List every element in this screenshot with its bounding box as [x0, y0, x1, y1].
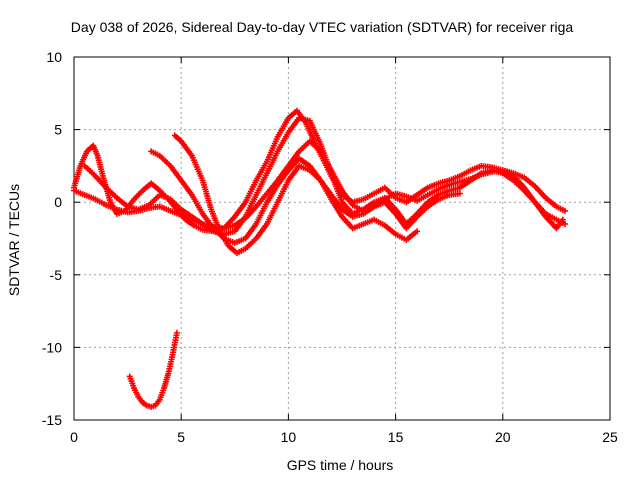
series-track-5 [71, 138, 568, 232]
data-point [456, 190, 463, 197]
series-track-6 [126, 329, 180, 410]
x-axis-label: GPS time / hours [287, 457, 394, 473]
y-tick-label: -10 [42, 339, 62, 355]
x-tick-label: 10 [281, 429, 297, 445]
x-tick-label: 0 [70, 429, 78, 445]
y-tick-label: -15 [42, 412, 62, 428]
data-point [414, 228, 421, 235]
series-track-4 [171, 132, 421, 257]
plot-frame [73, 56, 611, 421]
data-point [559, 216, 566, 223]
x-tick-label: 5 [177, 429, 185, 445]
data-points [71, 107, 568, 410]
y-axis-ticks: -15 -10 -5 0 5 10 [42, 49, 610, 428]
y-tick-label: -5 [50, 267, 63, 283]
data-point [561, 207, 568, 214]
x-tick-label: 15 [388, 429, 404, 445]
data-point [561, 220, 568, 227]
series-track-2 [81, 114, 566, 238]
grid-lines [74, 57, 610, 420]
y-tick-label: 10 [46, 49, 62, 65]
x-axis-ticks: 0 5 10 15 20 25 [70, 57, 618, 445]
x-tick-label: 25 [602, 429, 618, 445]
chart-title: Day 038 of 2026, Sidereal Day-to-day VTE… [71, 19, 574, 35]
y-tick-label: 0 [54, 194, 62, 210]
data-point [173, 329, 180, 336]
y-tick-label: 5 [54, 122, 62, 138]
x-tick-label: 20 [495, 429, 511, 445]
y-axis-label: SDTVAR / TECUs [6, 184, 22, 296]
